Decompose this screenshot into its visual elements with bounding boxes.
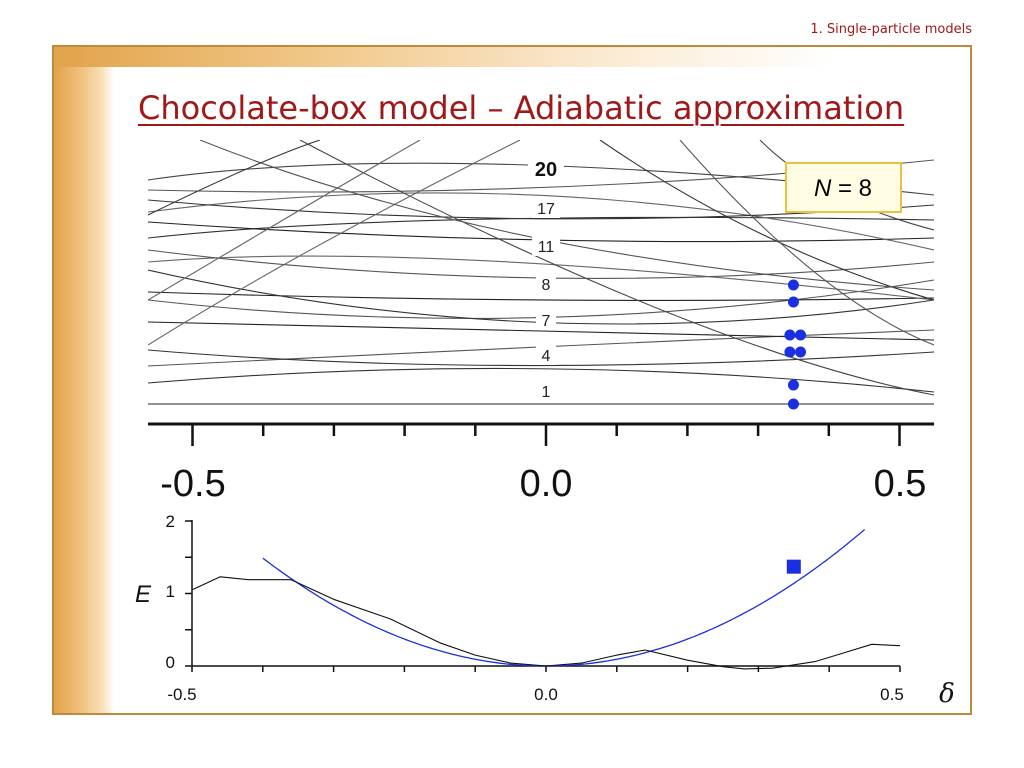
slide-frame: Chocolate-box model – Adiabatic approxim… (52, 45, 972, 715)
level-label: 8 (542, 277, 551, 294)
top-x-tick-label: -0.5 (160, 463, 225, 505)
occupied-point (787, 379, 799, 391)
level-curve (148, 321, 934, 341)
annotation-n: N (814, 175, 832, 202)
level-label: 17 (537, 201, 555, 218)
adiabatic-curve (262, 529, 866, 667)
level-label: 4 (542, 348, 551, 365)
occupied-point (795, 346, 807, 358)
level-curve (148, 216, 934, 239)
level-curves (148, 140, 934, 405)
level-diagram: 20 17 11 8 7 4 1 N = 8 (148, 140, 934, 505)
occupied-point (787, 296, 799, 308)
y-tick-label: 0 (166, 653, 175, 672)
annotation-value: = 8 (831, 175, 872, 202)
top-x-axis (148, 422, 934, 446)
level-curve (148, 140, 321, 216)
level-curve (148, 140, 421, 301)
level-curve (148, 140, 521, 346)
level-label: 11 (538, 239, 555, 256)
x-tick-label: -0.5 (167, 685, 196, 704)
top-x-tick-label: 0.0 (520, 463, 573, 505)
level-curve (599, 140, 934, 301)
adiabatic-marker (786, 559, 801, 574)
occupied-point (784, 346, 796, 358)
level-curve (679, 140, 934, 346)
svg-text:N = 8: N = 8 (814, 175, 872, 202)
slide-title: Chocolate-box model – Adiabatic approxim… (138, 89, 905, 127)
bottom-axes (185, 520, 901, 672)
occupied-point (787, 398, 799, 410)
top-x-tick-label: 0.5 (874, 463, 927, 505)
y-tick-label: 2 (166, 512, 175, 531)
energy-plot: 2 1 0 E -0.5 0.0 0.5 δ (135, 512, 955, 709)
level-labels: 20 17 11 8 7 4 1 (528, 156, 564, 401)
annotation-box: N = 8 (785, 162, 902, 213)
occupied-point (784, 329, 796, 341)
y-axis-label: E (135, 581, 152, 608)
y-tick-label: 1 (166, 582, 175, 601)
x-tick-label: 0.0 (534, 685, 558, 704)
occupied-point (795, 329, 807, 341)
level-curve (148, 192, 934, 251)
ground-state-curve (192, 576, 900, 670)
level-label: 1 (542, 384, 551, 401)
section-label: 1. Single-particle models (810, 22, 972, 37)
level-label: 20 (535, 159, 557, 181)
frame-gradient-top (54, 47, 970, 67)
level-curve (148, 349, 934, 367)
occupied-point (787, 279, 799, 291)
level-curve (148, 367, 934, 393)
frame-gradient-left (54, 47, 114, 713)
x-tick-label: 0.5 (880, 685, 904, 704)
x-axis-label: δ (939, 679, 955, 709)
occupied-points (784, 279, 807, 410)
level-curve (148, 291, 934, 301)
level-label: 7 (542, 313, 551, 330)
